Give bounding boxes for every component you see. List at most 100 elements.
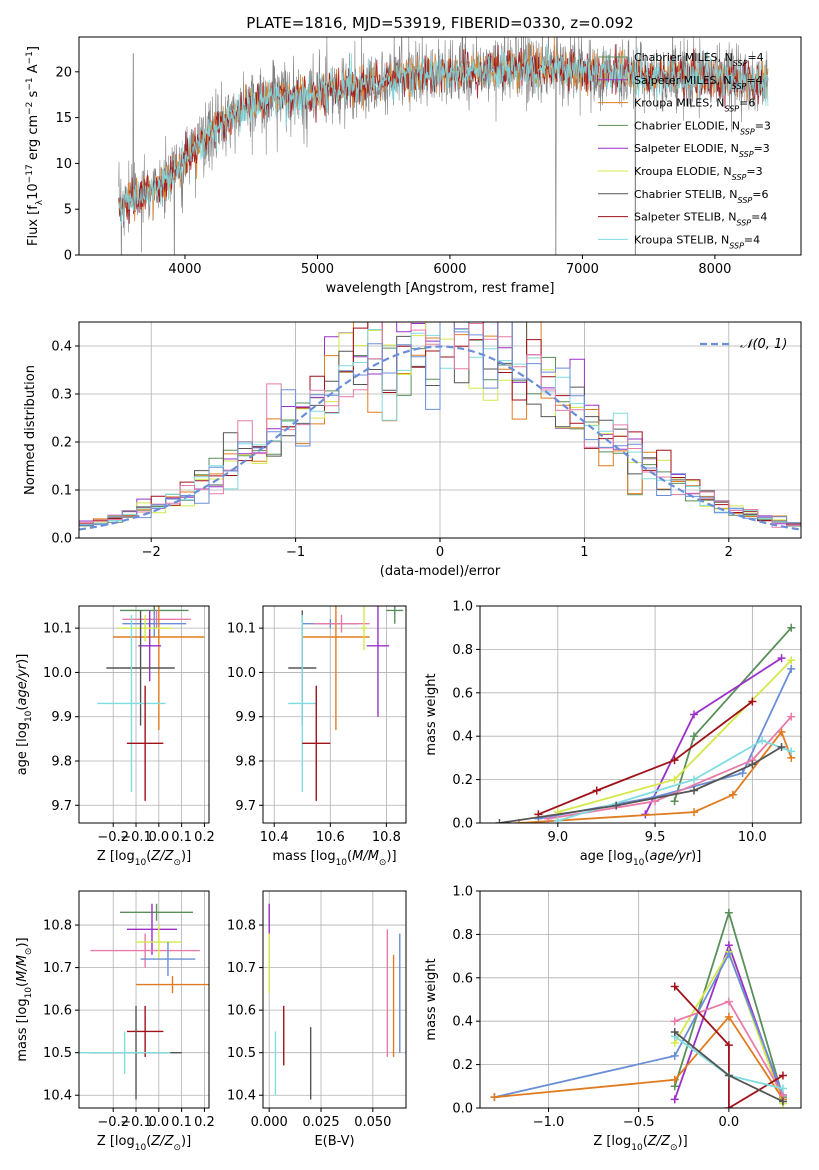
x-tick-label: 0.2	[194, 1115, 215, 1130]
label-part: Flux [f	[26, 205, 41, 246]
weight-point	[787, 664, 796, 673]
label-part: 10	[135, 858, 147, 868]
y-axis-label: Normed distribution	[23, 365, 38, 495]
weight-point	[777, 743, 786, 752]
label-part: Z [log	[97, 1134, 135, 1149]
x-tick-label: −0.2	[97, 830, 129, 845]
legend-label: Salpeter STELIB, NSSP=4	[634, 211, 767, 228]
plot-area	[268, 903, 401, 1100]
y-tick-label: 10.5	[43, 1046, 72, 1061]
y-tick-label: 9.7	[51, 799, 72, 814]
panel-0: 4000 5000 6000 7000 8000 0 5 10 15 20 wavelength […	[25, 36, 802, 296]
y-tick-label: 0.4	[452, 730, 473, 745]
y-tick-label: 20	[55, 65, 72, 80]
weight-point	[787, 656, 796, 665]
legend-text: Salpeter ELODIE, N	[634, 142, 739, 155]
label-part: Z [log	[593, 1134, 631, 1149]
weight-point	[670, 982, 679, 991]
y-tick-label: 0.0	[452, 1102, 473, 1117]
weight-line	[547, 716, 792, 820]
legend-label: Chabrier STELIB, NSSP=6	[634, 188, 768, 205]
label-part: mass [log	[272, 849, 335, 864]
label-part: A	[26, 64, 41, 77]
weight-point	[670, 1028, 679, 1037]
label-part: (	[643, 1134, 648, 1149]
legend-tail: =4	[747, 51, 763, 64]
x-tick-label: 0.2	[194, 830, 215, 845]
y-axis-label: mass [log10(M/M⊙)]	[15, 937, 34, 1061]
x-tick-label: 0.1	[171, 830, 192, 845]
weight-point	[748, 760, 757, 769]
legend-tail: =6	[739, 97, 755, 110]
weight-point	[670, 797, 679, 806]
y-tick-label: 0.0	[51, 532, 72, 547]
weight-point	[724, 1104, 733, 1108]
weight-point	[758, 736, 767, 745]
label-part: E(B-V)	[314, 1134, 354, 1149]
y-tick-label: 10.4	[227, 1089, 256, 1104]
x-axis-label: Z [log10(Z/Z⊙)]	[97, 849, 191, 868]
x-tick-label: 0.050	[354, 1115, 391, 1130]
y-tick-label: 0.1	[51, 484, 72, 499]
x-tick-label: 10.8	[372, 830, 401, 845]
weight-point	[690, 710, 698, 719]
weight-point	[690, 775, 698, 784]
label-part: )]	[691, 849, 701, 864]
label-part: (	[146, 849, 151, 864]
label-part: wavelength [Angstrom, rest frame]	[326, 281, 555, 296]
y-tick-label: 10.8	[227, 919, 256, 934]
axes-frame	[262, 890, 407, 1109]
x-tick-label: 2	[725, 545, 733, 560]
figure-title: PLATE=1816, MJD=53919, FIBERID=0330, z=0…	[246, 14, 633, 32]
panel-6: 0.000 0.025 0.050 10.4 10.5 10.6 10.7 10.8 E(B-V…	[227, 890, 407, 1149]
y-tick-label: 0.3	[51, 388, 72, 403]
label-part: ⊙	[24, 948, 34, 956]
legend-label: 𝒩(0, 1)	[740, 337, 787, 352]
y-tick-label: 0.8	[452, 643, 473, 658]
x-tick-label: 0.000	[251, 1115, 288, 1130]
x-tick-label: −0.1	[120, 1115, 152, 1130]
x-axis-label: (data-model)/error	[380, 564, 501, 579]
y-tick-label: 10.0	[227, 666, 256, 681]
weight-point	[778, 1097, 787, 1106]
label-part: ⊙	[173, 1143, 181, 1153]
label-part: −1	[25, 51, 35, 64]
histogram-step	[79, 322, 801, 528]
label-part: Normed distribution	[23, 365, 38, 495]
legend-text: Chabrier STELIB, N	[634, 188, 738, 201]
legend-tail: =3	[754, 142, 770, 155]
weight-point	[670, 775, 679, 784]
y-axis-label: mass weight	[424, 958, 439, 1040]
weight-point	[777, 654, 786, 663]
weight-line	[538, 700, 753, 816]
label-part: −1	[25, 77, 35, 90]
axes-frame	[78, 605, 210, 824]
x-tick-label: 8000	[698, 262, 731, 277]
y-tick-label: 0.4	[51, 340, 72, 355]
label-part: age [log	[580, 849, 633, 864]
x-tick-label: 0.0	[148, 1115, 169, 1130]
y-tick-label: 10.6	[43, 1004, 72, 1019]
y-tick-label: 0.2	[51, 436, 72, 451]
weight-point	[612, 801, 621, 810]
axes-frame	[78, 321, 802, 539]
plot-area	[79, 903, 209, 1100]
y-tick-label: 0	[64, 249, 72, 264]
x-tick-label: −1	[286, 545, 305, 560]
legend-text: Chabrier MILES, N	[634, 51, 733, 64]
normal-curve	[79, 345, 801, 531]
legend-sub: SSP	[740, 127, 755, 136]
legend-tail: =4	[744, 233, 760, 246]
weight-point	[670, 1095, 679, 1104]
x-tick-label: 9.0	[547, 830, 568, 845]
y-tick-label: 10.6	[227, 1004, 256, 1019]
weight-line	[494, 1015, 784, 1100]
label-part: s	[26, 90, 41, 101]
legend-tail: =4	[751, 211, 767, 224]
legend-sub: SSP	[738, 195, 753, 204]
x-tick-label: 1	[580, 545, 588, 560]
weight-point	[778, 1084, 787, 1093]
y-tick-label: 0.2	[452, 1058, 473, 1073]
legend-text: Salpeter STELIB, N	[634, 211, 736, 224]
y-tick-label: 9.9	[51, 710, 72, 725]
